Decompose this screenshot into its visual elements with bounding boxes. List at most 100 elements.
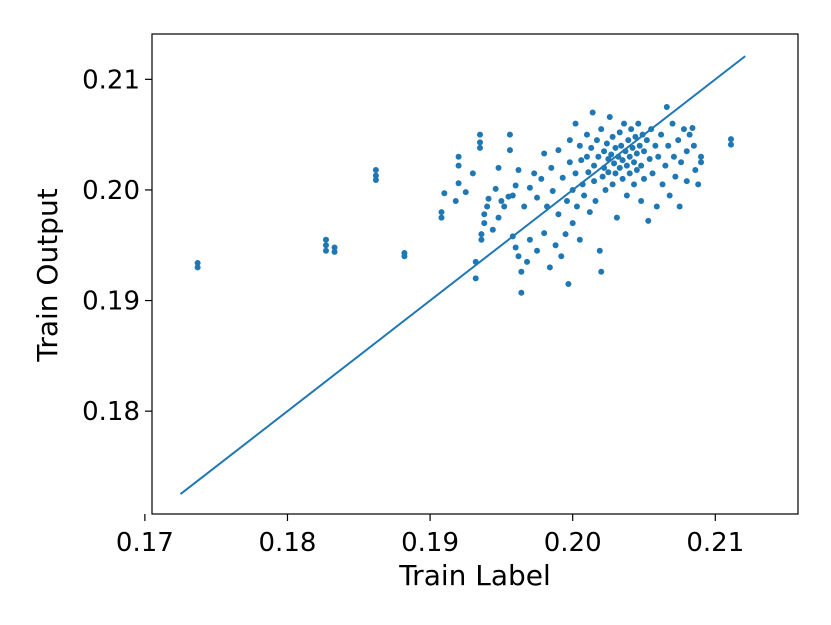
data-point [616, 164, 623, 171]
data-point [372, 176, 379, 183]
data-point [678, 159, 685, 166]
data-point [608, 151, 615, 158]
data-point [563, 198, 570, 205]
data-point [476, 139, 483, 146]
x-tick-label: 0.17 [116, 528, 174, 558]
data-point [621, 120, 628, 127]
plot-frame [151, 33, 799, 515]
data-point [672, 173, 679, 180]
data-point [569, 220, 576, 227]
y-axis-ticks: 0.18 0.19 0.20 0.21 [82, 65, 152, 427]
data-point [538, 175, 545, 182]
data-point [601, 148, 608, 155]
data-point [633, 167, 640, 174]
data-point [534, 247, 541, 254]
data-point [498, 198, 505, 205]
data-point [509, 233, 516, 240]
data-point [481, 220, 488, 227]
data-point [648, 126, 655, 133]
data-point [518, 289, 525, 296]
data-point [455, 162, 462, 169]
data-point [680, 126, 687, 133]
data-point [506, 147, 513, 154]
data-point [552, 242, 559, 249]
x-axis-label: Train Label [398, 559, 551, 592]
data-point [683, 178, 690, 185]
data-point [695, 181, 702, 188]
data-point [598, 126, 605, 133]
data-point [613, 214, 620, 221]
data-point [612, 170, 619, 177]
data-point [631, 181, 638, 188]
data-point [476, 131, 483, 138]
data-point [698, 159, 705, 166]
data-point [558, 253, 565, 260]
data-point [478, 231, 485, 238]
data-point [518, 268, 525, 275]
data-point [653, 203, 660, 210]
data-point [194, 264, 201, 271]
data-point [489, 226, 496, 233]
data-point [591, 162, 598, 169]
data-point [626, 153, 633, 160]
data-point [631, 159, 638, 166]
data-point [562, 231, 569, 238]
data-point [485, 195, 492, 202]
data-point [625, 137, 632, 144]
data-point [401, 253, 408, 260]
data-point [698, 153, 705, 160]
data-point [526, 236, 533, 243]
data-point [495, 164, 502, 171]
data-point [619, 157, 626, 164]
data-point [549, 188, 556, 195]
data-point [632, 133, 639, 140]
data-point [655, 153, 662, 160]
data-point [478, 236, 485, 243]
data-point [555, 211, 562, 218]
data-point [521, 203, 528, 210]
data-point [635, 120, 642, 127]
x-tick-label: 0.18 [259, 528, 317, 558]
data-point [595, 153, 602, 160]
data-point [629, 144, 636, 151]
data-point [472, 258, 479, 265]
data-point [534, 194, 541, 201]
data-point [662, 162, 669, 169]
data-point [652, 142, 659, 149]
data-point [583, 153, 590, 160]
x-tick-label: 0.20 [544, 528, 602, 558]
data-point [372, 172, 379, 179]
data-point [683, 148, 690, 155]
y-tick-label: 0.19 [82, 287, 140, 317]
data-point [669, 120, 676, 127]
data-point [659, 181, 666, 188]
y-tick-label: 0.18 [82, 397, 140, 427]
data-point [623, 192, 630, 199]
data-point [515, 253, 522, 260]
data-point [438, 214, 445, 221]
data-point [612, 144, 619, 151]
data-point [526, 184, 533, 191]
data-point [481, 211, 488, 218]
data-point [589, 109, 596, 116]
data-point [462, 189, 469, 196]
data-point [676, 203, 683, 210]
data-point [601, 164, 608, 171]
data-point [638, 198, 645, 205]
data-point [501, 203, 508, 210]
data-point [611, 160, 618, 167]
data-point [512, 244, 519, 251]
data-point [565, 280, 572, 287]
data-point [603, 140, 610, 147]
data-point [476, 144, 483, 151]
data-point [559, 174, 566, 181]
data-point [566, 137, 573, 144]
data-point [675, 137, 682, 144]
data-point [639, 131, 646, 138]
data-point [322, 247, 329, 254]
data-point [616, 129, 623, 136]
data-point [509, 192, 516, 199]
data-point [548, 164, 555, 171]
data-point [512, 182, 519, 189]
data-point [615, 153, 622, 160]
